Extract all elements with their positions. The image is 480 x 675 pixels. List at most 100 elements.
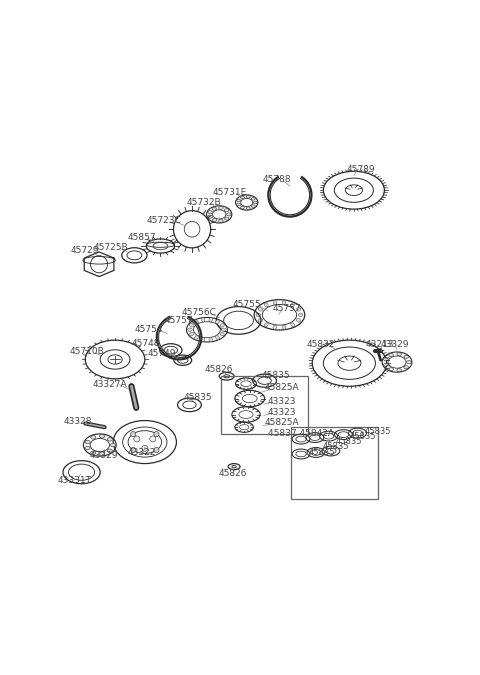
Text: 43329: 43329 bbox=[381, 340, 409, 349]
Text: 45835: 45835 bbox=[183, 393, 212, 402]
Text: 43328: 43328 bbox=[64, 416, 92, 426]
Text: 45788: 45788 bbox=[262, 175, 291, 184]
Text: 43322: 43322 bbox=[128, 448, 156, 457]
Ellipse shape bbox=[202, 338, 205, 342]
Text: 45757: 45757 bbox=[273, 304, 301, 313]
Ellipse shape bbox=[224, 217, 229, 220]
Ellipse shape bbox=[404, 366, 408, 369]
Ellipse shape bbox=[252, 197, 255, 200]
Text: 45723C: 45723C bbox=[147, 216, 181, 225]
Ellipse shape bbox=[99, 452, 105, 456]
Ellipse shape bbox=[283, 300, 286, 304]
Ellipse shape bbox=[299, 313, 303, 317]
Ellipse shape bbox=[227, 213, 231, 216]
Text: 45835: 45835 bbox=[323, 442, 349, 452]
Ellipse shape bbox=[389, 354, 393, 356]
Ellipse shape bbox=[397, 369, 401, 372]
Circle shape bbox=[131, 448, 136, 452]
Ellipse shape bbox=[240, 196, 244, 199]
Ellipse shape bbox=[291, 323, 295, 327]
Ellipse shape bbox=[91, 435, 96, 439]
Ellipse shape bbox=[389, 368, 393, 371]
Ellipse shape bbox=[397, 352, 401, 356]
Ellipse shape bbox=[252, 205, 255, 208]
Ellipse shape bbox=[246, 207, 250, 209]
Text: 45710B: 45710B bbox=[70, 347, 104, 356]
Ellipse shape bbox=[190, 323, 194, 327]
Text: 45835: 45835 bbox=[364, 427, 391, 436]
Ellipse shape bbox=[237, 199, 240, 202]
Text: 45725B: 45725B bbox=[94, 242, 129, 252]
Text: 45731E: 45731E bbox=[212, 188, 246, 197]
Ellipse shape bbox=[246, 196, 250, 198]
Circle shape bbox=[131, 431, 136, 437]
Ellipse shape bbox=[194, 335, 198, 340]
Text: 45755: 45755 bbox=[232, 300, 261, 309]
Ellipse shape bbox=[212, 219, 216, 221]
Ellipse shape bbox=[253, 201, 257, 204]
Text: 45857: 45857 bbox=[128, 233, 156, 242]
Ellipse shape bbox=[91, 451, 96, 454]
Ellipse shape bbox=[209, 318, 213, 322]
Ellipse shape bbox=[384, 363, 388, 367]
Ellipse shape bbox=[99, 435, 105, 438]
Ellipse shape bbox=[208, 215, 212, 218]
Ellipse shape bbox=[256, 313, 261, 317]
Text: 45832: 45832 bbox=[306, 340, 335, 349]
Ellipse shape bbox=[273, 300, 276, 304]
Ellipse shape bbox=[220, 323, 224, 327]
Ellipse shape bbox=[209, 338, 213, 342]
Ellipse shape bbox=[264, 323, 268, 327]
Ellipse shape bbox=[188, 328, 192, 331]
Ellipse shape bbox=[224, 209, 229, 212]
Ellipse shape bbox=[107, 437, 112, 441]
Text: 45729: 45729 bbox=[71, 246, 99, 255]
Text: 45756C: 45756C bbox=[182, 308, 217, 317]
Text: 45826: 45826 bbox=[219, 469, 247, 478]
Text: 45749: 45749 bbox=[148, 349, 177, 358]
Text: 45757: 45757 bbox=[165, 315, 193, 325]
Text: 43327A: 43327A bbox=[93, 379, 128, 389]
Text: 45732B: 45732B bbox=[187, 198, 222, 207]
Ellipse shape bbox=[216, 320, 219, 324]
Circle shape bbox=[154, 448, 159, 452]
Ellipse shape bbox=[273, 325, 276, 329]
Ellipse shape bbox=[240, 206, 244, 209]
Ellipse shape bbox=[190, 332, 194, 336]
Ellipse shape bbox=[218, 207, 223, 209]
Text: 45748: 45748 bbox=[132, 339, 160, 348]
Text: 43331T: 43331T bbox=[57, 476, 91, 485]
Ellipse shape bbox=[384, 358, 388, 361]
Text: 43213: 43213 bbox=[366, 340, 394, 349]
Ellipse shape bbox=[85, 446, 90, 450]
Circle shape bbox=[150, 436, 156, 442]
Ellipse shape bbox=[202, 318, 205, 322]
Bar bbox=[291, 427, 378, 499]
Bar bbox=[221, 376, 308, 434]
Ellipse shape bbox=[110, 443, 115, 447]
Text: 45835: 45835 bbox=[309, 448, 335, 457]
Ellipse shape bbox=[85, 440, 90, 443]
Ellipse shape bbox=[297, 319, 301, 322]
Ellipse shape bbox=[407, 360, 411, 364]
Ellipse shape bbox=[404, 355, 408, 358]
Ellipse shape bbox=[107, 449, 112, 452]
Text: 45835: 45835 bbox=[349, 431, 376, 441]
Text: 45835: 45835 bbox=[262, 371, 290, 379]
Ellipse shape bbox=[208, 211, 212, 214]
Text: 45835: 45835 bbox=[335, 437, 362, 446]
Ellipse shape bbox=[194, 320, 198, 324]
Text: 45825A: 45825A bbox=[264, 418, 299, 427]
Circle shape bbox=[154, 431, 159, 437]
Ellipse shape bbox=[283, 325, 286, 329]
Ellipse shape bbox=[220, 332, 224, 336]
Ellipse shape bbox=[258, 319, 263, 322]
Ellipse shape bbox=[222, 328, 226, 331]
Text: 45825A: 45825A bbox=[264, 383, 299, 392]
Ellipse shape bbox=[291, 303, 295, 307]
Text: 43329: 43329 bbox=[90, 451, 118, 460]
Text: 45826: 45826 bbox=[205, 365, 233, 375]
Text: 43323: 43323 bbox=[267, 397, 296, 406]
Text: 45789: 45789 bbox=[347, 165, 376, 174]
Ellipse shape bbox=[258, 308, 263, 311]
